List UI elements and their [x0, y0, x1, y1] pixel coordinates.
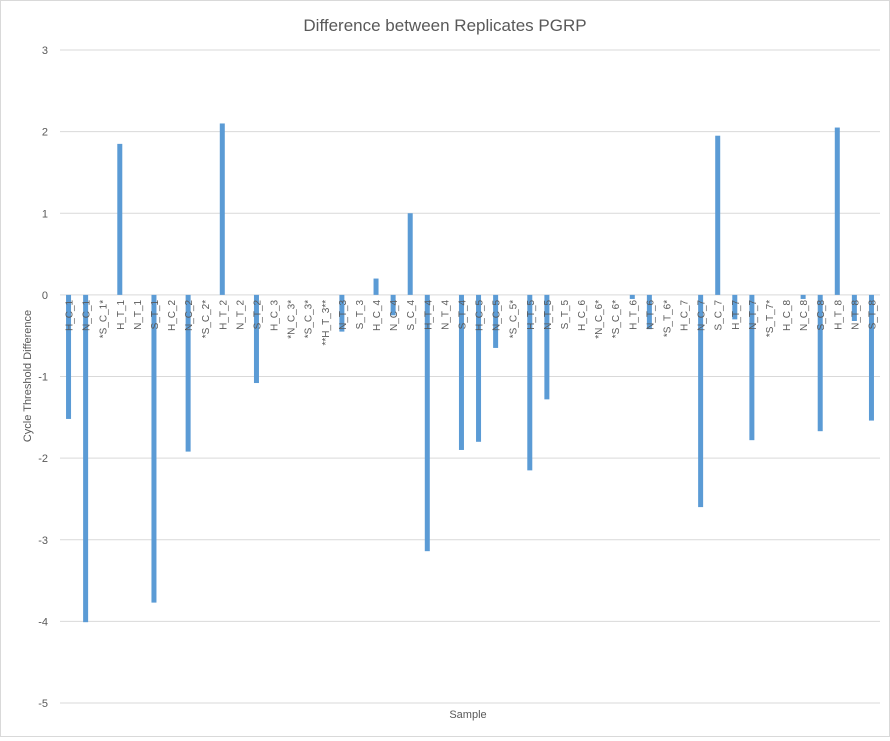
x-tick-label: H_T_7 — [731, 299, 742, 329]
bar — [732, 294, 738, 320]
x-tick-label: S_T_5 — [560, 299, 571, 329]
bar — [817, 294, 823, 432]
x-tick-label: *S_C_1* — [99, 300, 110, 338]
y-axis-label: Cycle Threshold Difference — [22, 310, 34, 442]
bar — [629, 294, 635, 299]
x-tick-label: N_C_7 — [697, 299, 708, 331]
x-tick-label: H_C_3 — [270, 299, 281, 331]
x-tick-label: S_T_8 — [867, 299, 878, 329]
x-tick-label: N_T_8 — [850, 299, 861, 329]
x-tick-label: S_C_4 — [406, 299, 417, 330]
bar — [458, 294, 464, 450]
bar — [851, 294, 857, 321]
y-tick-label: -3 — [38, 535, 48, 547]
x-tick-label: H_C_5 — [475, 299, 486, 331]
x-tick-label: N_C_8 — [799, 299, 810, 331]
y-tick-label: 2 — [42, 127, 48, 139]
bar — [185, 294, 191, 452]
bar — [834, 127, 840, 295]
bar — [800, 294, 806, 299]
x-tick-label: N_T_2 — [235, 299, 246, 329]
y-tick-label: -4 — [38, 616, 48, 628]
bar — [151, 294, 157, 603]
x-tick-label: N_C_1 — [82, 299, 93, 331]
bar — [66, 294, 72, 419]
bar — [219, 123, 225, 295]
x-tick-label: N_T_6 — [645, 299, 656, 329]
x-tick-label: S_T_3 — [355, 299, 366, 329]
x-tick-label: H_T_1 — [116, 299, 127, 329]
bar — [424, 294, 430, 552]
gridlines — [60, 49, 880, 704]
x-tick-label: H_C_1 — [65, 299, 76, 331]
x-tick-label: *N_C_3* — [287, 300, 298, 339]
x-tick-label: H_T_2 — [218, 299, 229, 329]
x-tick-label: H_C_8 — [782, 299, 793, 331]
x-tick-label: N_T_7 — [748, 299, 759, 329]
x-tick-label: N_C_2 — [184, 299, 195, 331]
x-axis-ticks: H_C_1 N_C_1 *S_C_1* H_T_1 N_T_1 S_T_1 H_C_2 N_C… — [65, 299, 879, 345]
bar — [749, 294, 755, 441]
bar — [83, 294, 89, 623]
x-tick-label: N_T_4 — [440, 299, 451, 329]
x-tick-label: H_C_6 — [577, 299, 588, 331]
chart-title: Difference between Replicates PGRP — [303, 16, 586, 35]
x-tick-label: S_T_4 — [457, 299, 468, 329]
x-tick-label: S_C_8 — [816, 299, 827, 330]
x-axis-label: Sample — [449, 709, 486, 721]
x-tick-label: *S_T_6* — [662, 300, 673, 337]
x-tick-label: S_T_1 — [150, 299, 161, 329]
x-tick-label: N_T_3 — [338, 299, 349, 329]
y-tick-label: 3 — [42, 45, 48, 57]
x-tick-label: H_T_8 — [833, 299, 844, 329]
y-tick-label: -5 — [38, 698, 48, 710]
bar — [407, 213, 413, 295]
x-tick-label: H_C_7 — [680, 299, 691, 331]
x-tick-label: H_T_6 — [628, 299, 639, 329]
x-tick-label: *S_C_6* — [611, 300, 622, 338]
x-tick-label: N_T_1 — [133, 299, 144, 329]
x-tick-label: *N_C_6* — [594, 300, 605, 339]
bar — [493, 294, 499, 348]
x-tick-label: H_T_4 — [423, 299, 434, 329]
x-tick-label: N_C_4 — [389, 299, 400, 331]
x-tick-label: S_T_2 — [252, 299, 263, 329]
x-tick-label: *S_C_2* — [201, 300, 212, 338]
bar — [646, 294, 652, 330]
y-tick-label: 1 — [42, 208, 48, 220]
x-tick-label: *S_T_7* — [765, 300, 776, 337]
x-tick-label: N_C_5 — [492, 299, 503, 331]
bar — [715, 135, 721, 295]
y-tick-label: 0 — [42, 290, 48, 302]
x-tick-label: S_C_7 — [714, 299, 725, 330]
bar — [527, 294, 533, 471]
x-tick-label: *S_C_5* — [509, 300, 520, 338]
x-tick-label: H_C_4 — [372, 299, 383, 331]
x-tick-label: H_C_2 — [167, 299, 178, 331]
y-tick-label: -1 — [38, 372, 48, 384]
bars — [66, 123, 874, 623]
x-tick-label: *S_C_3* — [304, 300, 315, 338]
bar — [253, 294, 259, 384]
bar — [373, 278, 379, 295]
y-axis-ticks: 3 2 1 0 -1 -2 -3 -4 -5 — [38, 45, 48, 710]
bar — [476, 294, 482, 442]
bar — [390, 294, 396, 316]
x-tick-label: H_T_5 — [526, 299, 537, 329]
bar — [544, 294, 550, 400]
bar — [698, 294, 704, 508]
x-tick-label: N_T_5 — [543, 299, 554, 329]
y-tick-label: -2 — [38, 453, 48, 465]
bar — [117, 143, 123, 295]
bar — [339, 294, 345, 332]
bar — [868, 294, 874, 421]
x-tick-label: **H_T_3** — [321, 300, 332, 346]
